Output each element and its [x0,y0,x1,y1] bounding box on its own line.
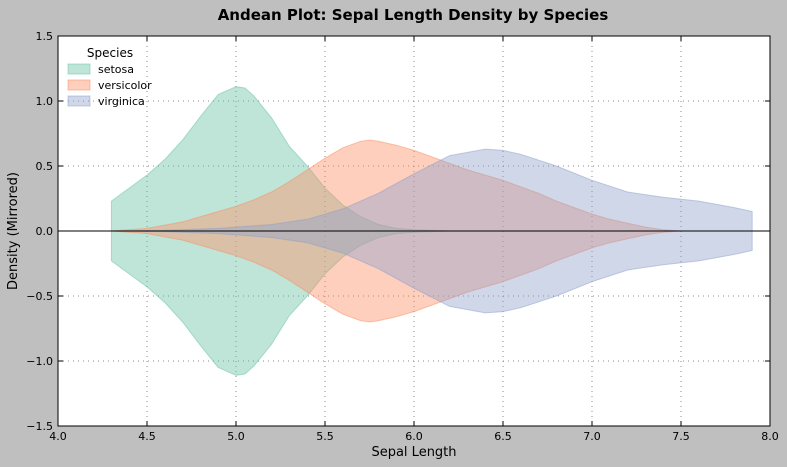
legend-label-versicolor: versicolor [98,79,152,92]
legend-swatch-versicolor [67,79,91,91]
legend-swatch-setosa [67,63,91,75]
legend: Species setosa versicolor virginica [67,46,152,108]
legend-label-virginica: virginica [98,95,145,108]
x-tick-label: 7.5 [672,430,690,443]
y-tick-label: 0.5 [36,160,54,173]
legend-label-setosa: setosa [98,63,134,76]
x-tick-label: 6.5 [494,430,512,443]
x-tick-label: 8.0 [761,430,779,443]
x-tick-label: 4.5 [138,430,156,443]
legend-items: setosa versicolor virginica [67,63,152,108]
y-tick-label: −1.5 [26,420,53,433]
legend-swatch-virginica [67,95,91,107]
x-axis-label: Sepal Length [371,445,456,460]
x-tick-label: 7.0 [583,430,601,443]
y-tick-label: 0.0 [36,225,54,238]
legend-title: Species [87,46,133,60]
x-tick-label: 5.0 [227,430,245,443]
y-tick-label: −1.0 [26,355,53,368]
x-tick-label: 5.5 [316,430,334,443]
y-tick-label: −0.5 [26,290,53,303]
y-tick-label: 1.0 [36,95,54,108]
x-tick-label: 4.0 [49,430,67,443]
x-tick-label: 6.0 [405,430,423,443]
y-axis-ticks: 1.5 1.0 0.5 0.0 −0.5 −1.0 −1.5 [26,30,770,433]
y-axis-label: Density (Mirrored) [6,172,21,290]
x-axis-ticks: 4.0 4.5 5.0 5.5 6.0 6.5 7.0 7.5 8.0 [49,36,779,443]
y-tick-label: 1.5 [36,30,54,43]
chart-title: Andean Plot: Sepal Length Density by Spe… [218,6,609,24]
